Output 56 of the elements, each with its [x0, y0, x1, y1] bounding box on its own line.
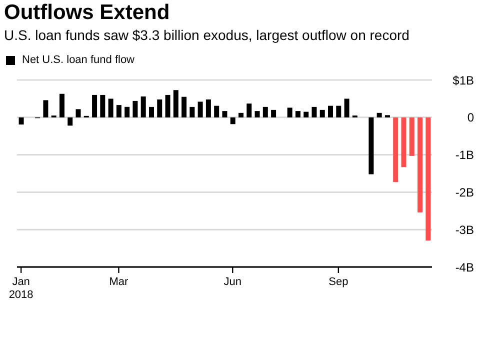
bar [376, 112, 382, 118]
bar [409, 117, 414, 156]
x-tick-label: Sep [328, 276, 348, 288]
bar [368, 117, 374, 174]
bar [182, 96, 187, 118]
bar [336, 106, 342, 118]
bar [426, 117, 431, 240]
bar [140, 96, 146, 118]
y-tick-label: 0 [467, 110, 474, 125]
bar [206, 99, 211, 118]
x-tick-label: Jan 2018 [8, 276, 34, 301]
y-tick-label: -1B [455, 148, 474, 162]
bar [18, 117, 24, 125]
y-tick-label: -4B [455, 260, 474, 274]
bar [157, 99, 162, 118]
x-tick-label: Jun [224, 276, 242, 288]
bar [43, 100, 48, 118]
bar [148, 106, 154, 118]
bar [132, 100, 138, 118]
bar [418, 117, 423, 212]
bar [312, 106, 317, 118]
bar [108, 98, 114, 118]
bar [320, 110, 325, 118]
bar [344, 98, 350, 118]
y-tick-label: -3B [455, 222, 474, 237]
bar [238, 112, 244, 118]
bar [328, 106, 334, 118]
bar [76, 109, 81, 118]
bar [246, 104, 252, 118]
bar [401, 117, 406, 168]
bar [116, 105, 122, 118]
bar [230, 117, 236, 124]
bar [92, 94, 98, 118]
bar [287, 108, 292, 118]
bar [393, 117, 398, 182]
y-tick-label: -2B [455, 185, 474, 200]
bar [198, 102, 203, 118]
bar [173, 90, 178, 118]
bar [100, 94, 106, 118]
bar [271, 110, 276, 118]
bar [68, 117, 73, 126]
bar [165, 94, 170, 118]
bar [214, 106, 220, 118]
chart-title: Outflows Extend [4, 1, 171, 25]
bar [190, 106, 195, 118]
bar [262, 106, 268, 118]
chart-subtitle: U.S. loan funds saw $3.3 billion exodus, largest outflow on record [4, 26, 410, 45]
bar [124, 106, 130, 118]
bar [59, 94, 64, 118]
bar [295, 111, 300, 118]
bar [254, 111, 260, 118]
x-tick-label: Mar [109, 276, 129, 288]
legend-label: Net U.S. loan fund flow [22, 54, 135, 66]
bar [304, 112, 309, 118]
bar [222, 111, 228, 118]
y-tick-label: $1B [452, 73, 474, 88]
